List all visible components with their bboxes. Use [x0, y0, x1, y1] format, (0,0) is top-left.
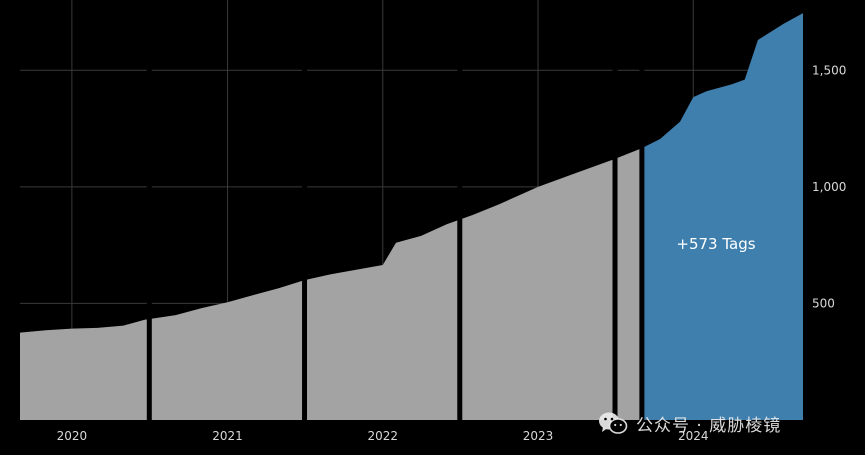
year-gap	[146, 0, 152, 421]
area-highlight-2024	[641, 13, 803, 420]
watermark: 公众号 · 威胁棱镜	[598, 408, 781, 438]
year-gap	[457, 0, 463, 421]
x-tick-label: 2023	[523, 429, 554, 443]
highlight-gap	[639, 0, 645, 421]
year-gap	[302, 0, 308, 421]
area-series	[20, 13, 803, 420]
year-separators	[146, 0, 645, 421]
year-gap	[612, 0, 618, 421]
area-history	[20, 148, 642, 420]
x-tick-label: 2022	[368, 429, 399, 443]
y-tick-label: 500	[812, 296, 835, 310]
y-tick-label: 1,500	[812, 63, 846, 77]
y-tick-label: 1,000	[812, 180, 846, 194]
x-tick-label: 2024	[678, 429, 709, 443]
axis-labels: 500 1,000 1,500 2020 2021 2022 2023 2024	[57, 63, 847, 443]
wechat-icon	[598, 410, 628, 436]
x-tick-label: 2021	[212, 429, 243, 443]
new-tags-annotation: +573 Tags	[676, 235, 755, 253]
x-tick-label: 2020	[57, 429, 88, 443]
watermark-text: 公众号 · 威胁棱镜	[636, 415, 782, 436]
